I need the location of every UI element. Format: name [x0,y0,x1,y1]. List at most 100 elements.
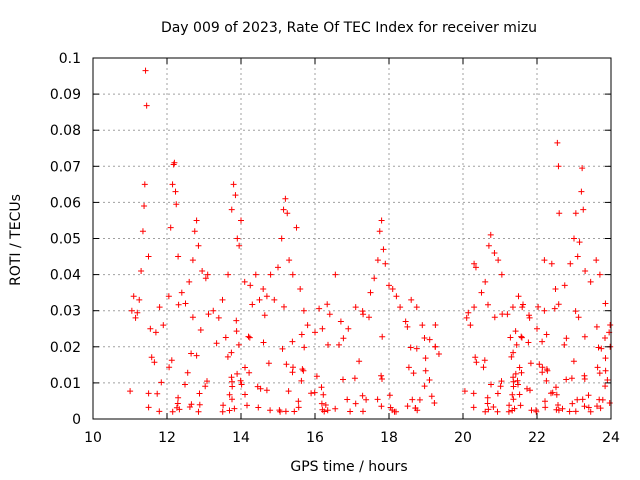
data-point [534,325,540,332]
axis-ticks [92,57,612,420]
x-tick-labels: 10 12 14 16 18 20 22 24 [84,430,620,446]
chart-title: Day 009 of 2023, Rate Of TEC Index for r… [161,20,537,36]
data-point [173,201,180,208]
x-tick-label: 18 [380,430,398,446]
data-point [554,139,561,146]
data-point [199,267,206,274]
data-point [487,231,494,238]
data-point [236,242,243,249]
data-point [548,260,555,267]
data-point [143,102,150,109]
data-point [478,289,485,296]
data-point [297,286,304,293]
data-point [238,217,244,224]
data-point [556,210,563,217]
data-point [139,228,146,235]
grid [93,58,611,419]
data-point [426,336,433,343]
x-tick-label: 14 [232,430,250,446]
y-tick-labels: 0 0.01 0.02 0.03 0.04 0.05 0.06 0.07 0.08 0.09 0.1 [50,51,81,428]
data-point [225,271,232,278]
data-point [495,257,502,264]
data-point [402,318,409,325]
y-tick-label: 0.09 [50,87,81,103]
x-tick-label: 10 [84,430,102,446]
data-point [136,296,143,303]
data-point [169,181,176,188]
data-point [204,271,211,278]
data-point [587,278,594,285]
data-point [156,304,163,311]
y-tick-label: 0.01 [50,376,81,392]
data-point [374,257,381,264]
data-point [376,228,383,235]
data-point [234,235,241,242]
data-point [289,271,296,278]
data-point [485,242,492,249]
data-point [252,271,259,278]
data-point [219,296,226,303]
data-point [130,293,137,300]
data-point [397,304,404,311]
data-point [574,253,581,260]
data-point [286,257,293,264]
data-point [526,314,533,321]
data-point [602,300,609,307]
data-point [582,267,589,274]
data-point [504,311,511,318]
data-point [284,210,291,217]
data-point [189,257,196,264]
data-point [271,296,278,303]
data-point [147,325,154,332]
data-point [263,293,270,300]
y-tick-label: 0.02 [50,340,81,356]
data-point [413,304,420,311]
x-tick-label: 16 [306,430,324,446]
data-point [304,322,311,329]
data-point [352,304,359,311]
data-point [571,235,577,242]
data-point [337,318,344,325]
data-point [232,192,239,199]
data-point [312,329,318,336]
data-point [519,304,526,311]
data-point [152,329,159,336]
data-point [275,264,281,271]
y-tick-label: 0.04 [50,268,81,284]
data-point [567,260,574,267]
data-point [202,275,209,282]
data-point [382,260,389,267]
data-point [132,314,139,321]
data-point [596,271,603,278]
data-point [471,304,478,311]
data-point [345,325,352,332]
data-point [171,159,178,166]
data-point [142,67,149,74]
data-point [293,224,300,231]
data-point [561,282,568,289]
y-tick-label: 0.03 [50,304,81,320]
y-tick-label: 0.1 [59,51,81,67]
data-point [141,203,148,210]
data-point [509,304,516,311]
data-point [435,351,442,358]
data-point [215,314,222,321]
data-point [141,181,148,188]
data-point [367,289,374,296]
data-point [471,260,478,267]
data-point [593,257,600,264]
data-point [282,195,289,202]
data-point [371,275,378,282]
data-point [193,217,200,224]
y-tick-label: 0 [72,412,81,428]
data-point [256,296,263,303]
data-point [165,293,172,300]
data-point [389,286,396,293]
x-tick-label: 20 [454,430,472,446]
data-point [408,296,415,303]
data-point [541,257,548,264]
data-point [247,282,254,289]
data-point [515,293,522,300]
x-tick-label: 12 [158,430,176,446]
